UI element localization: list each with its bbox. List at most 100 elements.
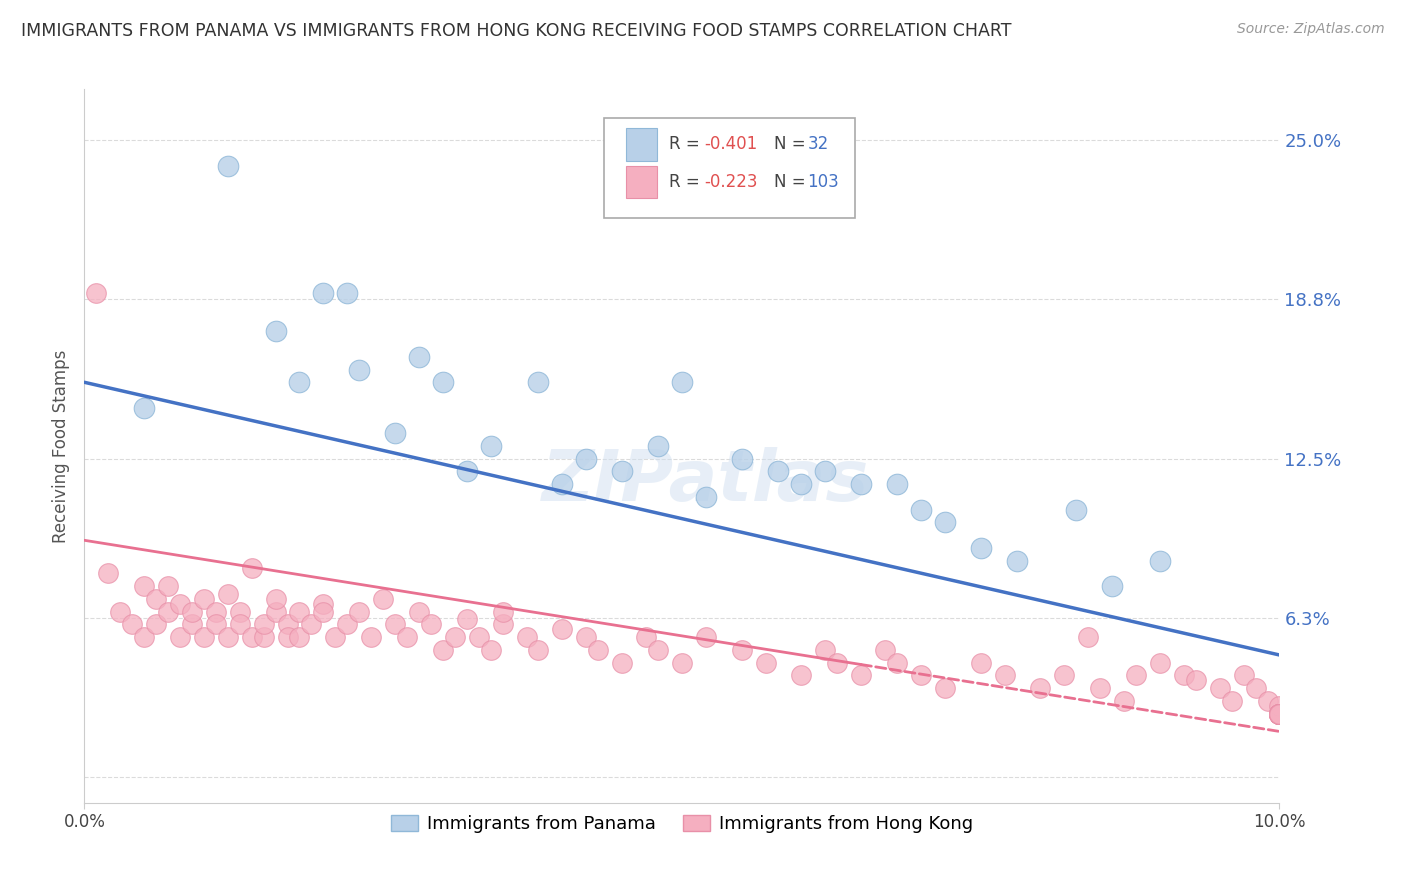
Point [396,630,419,644]
Point [97,566,120,581]
Point [1268,706,1291,721]
Y-axis label: Receiving Food Stamps: Receiving Food Stamps [52,350,70,542]
Text: IMMIGRANTS FROM PANAMA VS IMMIGRANTS FROM HONG KONG RECEIVING FOOD STAMPS CORREL: IMMIGRANTS FROM PANAMA VS IMMIGRANTS FRO… [21,22,1011,40]
Point [1268,706,1291,721]
Point [1268,706,1291,721]
FancyBboxPatch shape [626,166,657,198]
Point [193,591,215,606]
Point [360,630,382,644]
Point [790,477,813,491]
Point [1090,681,1112,695]
Text: ZIPatlas: ZIPatlas [543,447,869,516]
Legend: Immigrants from Panama, Immigrants from Hong Kong: Immigrants from Panama, Immigrants from … [384,807,980,840]
Point [1268,706,1291,721]
Point [181,617,204,632]
Point [217,159,239,173]
Point [1220,694,1243,708]
Point [1053,668,1076,682]
Point [1268,698,1291,713]
Point [145,591,167,606]
Point [814,643,837,657]
Point [312,597,335,611]
Text: N =: N = [773,136,806,153]
Point [1149,656,1171,670]
Point [814,465,837,479]
Point [456,612,478,626]
FancyBboxPatch shape [605,118,855,218]
Point [432,376,454,390]
Point [181,605,204,619]
Point [575,630,598,644]
Point [373,591,395,606]
Point [110,605,132,619]
Text: R =: R = [669,173,704,191]
Point [695,490,717,504]
Point [1149,554,1171,568]
Point [886,477,908,491]
Point [420,617,443,632]
Point [264,324,287,338]
Point [157,579,180,593]
Point [277,617,299,632]
Point [325,630,347,644]
Point [132,630,156,644]
Point [1268,706,1291,721]
Point [1209,681,1232,695]
Text: 103: 103 [807,173,839,191]
Point [468,630,491,644]
Point [827,656,849,670]
Point [612,465,634,479]
Point [1268,706,1291,721]
Point [349,362,371,376]
Point [1268,706,1291,721]
Point [1125,668,1147,682]
Point [157,605,180,619]
Point [264,605,287,619]
Text: 32: 32 [807,136,828,153]
Point [1185,673,1208,688]
Text: R =: R = [669,136,704,153]
Point [934,516,956,530]
Point [86,286,108,301]
Point [766,465,789,479]
Point [1005,554,1028,568]
Point [970,541,993,555]
Point [169,630,191,644]
Point [301,617,323,632]
Point [132,401,156,415]
Point [1077,630,1099,644]
Point [527,643,550,657]
FancyBboxPatch shape [626,128,657,161]
Point [349,605,371,619]
Point [145,617,167,632]
Point [240,561,263,575]
Point [336,617,359,632]
Point [1268,706,1291,721]
Point [1268,706,1291,721]
Point [1268,706,1291,721]
Point [492,617,515,632]
Point [647,439,669,453]
Point [1268,706,1291,721]
Point [731,451,754,466]
Point [288,605,311,619]
Point [312,286,335,301]
Point [671,376,693,390]
Point [910,668,932,682]
Point [1101,579,1123,593]
Point [1233,668,1256,682]
Point [527,376,550,390]
Point [647,643,669,657]
Point [492,605,515,619]
Point [1066,502,1088,516]
Point [551,623,574,637]
Point [432,643,454,657]
Point [575,451,598,466]
Point [384,426,406,441]
Point [1244,681,1267,695]
Point [384,617,406,632]
Point [288,630,311,644]
Point [731,643,754,657]
Point [444,630,467,644]
Point [479,439,502,453]
